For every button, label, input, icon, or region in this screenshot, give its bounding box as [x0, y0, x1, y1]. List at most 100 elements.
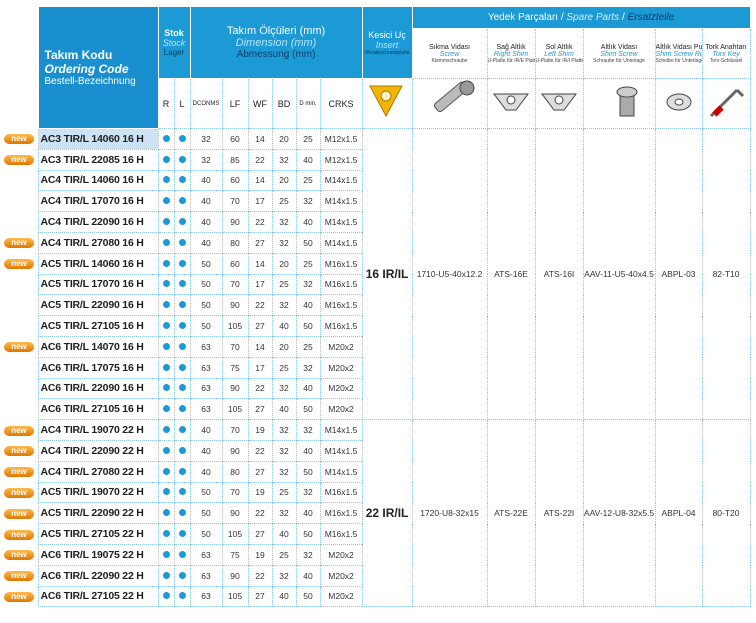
dimension-cell: 40 — [271, 585, 297, 608]
badge-cell: new — [4, 482, 38, 503]
stock-dot — [178, 280, 186, 288]
dimension-cell: 32 — [271, 564, 297, 587]
separator: / — [622, 12, 625, 23]
stock-dot — [178, 384, 186, 392]
stock-dot — [178, 134, 186, 142]
insert-cell: 16 IR/IL — [361, 127, 413, 421]
dimension-cell: 19 — [247, 419, 273, 441]
stock-dot — [178, 509, 186, 517]
spare-column-line: Shim Screw Ring — [655, 50, 702, 58]
table-row: new AC6 TIR/L 27105 22 H 63 105 27 40 50 M20x2 — [4, 585, 750, 608]
stock-cell — [173, 377, 191, 400]
stock-cell — [157, 377, 175, 400]
column-header: WF — [247, 78, 273, 129]
stock-cell — [157, 585, 175, 608]
dimension-cell: 32 — [295, 419, 321, 441]
stock-cell — [157, 211, 175, 233]
dimension-cell: 40 — [295, 294, 321, 317]
spare-column-header: Tork Anahtarı Torx Key Torx-Schlüssel — [701, 28, 751, 79]
stock-dot — [178, 301, 186, 309]
column-header: DCONMS — [189, 78, 223, 129]
table-row: AC4 TIR/L 14060 16 H 40 60 14 20 25 M14x1.5 — [4, 169, 750, 192]
stock-dot — [162, 238, 170, 246]
stock-cell — [157, 398, 175, 421]
dimension-cell: 50 — [189, 273, 223, 296]
badge-cell — [4, 399, 38, 420]
table-row: new AC4 TIR/L 27080 16 H 40 80 27 32 50 M14x1.5 — [4, 231, 750, 254]
dimension-cell: 17 — [247, 273, 273, 296]
insert-en: Insert — [375, 39, 399, 50]
dimension-cell: M12x1.5 — [319, 148, 363, 171]
stock-dot — [178, 197, 186, 205]
table-header: Takım Kodu Ordering Code Bestell-Bezeich… — [4, 6, 751, 129]
table-body: new AC3 TIR/L 14060 16 H 32 60 14 20 25 M12x1.5… — [4, 127, 751, 608]
stock-dot — [162, 322, 170, 330]
stock-dot — [178, 467, 186, 475]
dimension-cell: 40 — [295, 148, 321, 171]
dimension-cell: 40 — [189, 211, 223, 233]
stock-cell — [157, 335, 175, 358]
badge-cell: new — [4, 149, 38, 170]
dimension-cell: 90 — [221, 564, 249, 587]
dimension-cell: 20 — [271, 252, 297, 275]
spare-column-line: Sıkma Vidası — [428, 43, 471, 51]
spare-icon-cell — [582, 78, 656, 129]
dimension-cell: 50 — [295, 523, 321, 545]
ordering-code: AC6 TIR/L 17075 16 H — [37, 356, 159, 379]
stock-dot — [162, 280, 170, 288]
table-row: AC4 TIR/L 22090 16 H 40 90 22 32 40 M14x1.5 — [4, 211, 750, 233]
spare-column-line: Shim Screw — [600, 50, 638, 58]
ordering-code: AC6 TIR/L 22090 22 H — [37, 564, 159, 587]
spare-column-line: Klemmschraube — [431, 57, 468, 64]
stock-dot — [162, 405, 170, 413]
dimension-cell: 27 — [247, 585, 273, 608]
stock-dot — [178, 550, 186, 558]
dimension-cell: 32 — [295, 190, 321, 213]
column-header: LF — [221, 78, 249, 129]
stock-dot — [178, 571, 186, 579]
dimension-cell: 63 — [189, 377, 223, 400]
ordering-code: AC5 TIR/L 22090 16 H — [37, 294, 159, 317]
dimension-cell: 22 — [247, 211, 273, 233]
dimension-cell: 14 — [247, 128, 273, 150]
dimension-cell: 20 — [271, 128, 297, 150]
dimension-cell: 40 — [189, 231, 223, 254]
dimension-cell: 90 — [221, 439, 249, 462]
code-header-en: Ordering Code — [44, 62, 129, 76]
dimension-cell: 105 — [221, 523, 249, 545]
stock-cell — [157, 252, 175, 275]
spare-column-line: Schraube für Unterlage — [593, 57, 645, 64]
stock-dot — [178, 530, 186, 538]
stock-dot — [162, 592, 170, 600]
badge-cell — [4, 357, 38, 378]
dimension-cell: 22 — [247, 148, 273, 171]
icon — [493, 93, 530, 111]
stock-dot — [162, 155, 170, 163]
table-row: new AC5 TIR/L 22090 22 H 50 90 22 32 40 M16x1.5 — [4, 502, 750, 525]
stock-cell — [173, 211, 191, 233]
dimension-cell: M16x1.5 — [319, 273, 363, 296]
dimension-cell: M20x2 — [319, 377, 363, 400]
spare-part-cell: ATS-16I — [534, 127, 584, 421]
stock-cell — [173, 148, 191, 171]
stock-cell — [173, 398, 191, 421]
stock-dot — [178, 322, 186, 330]
dimension-cell: 17 — [247, 190, 273, 213]
stock-dot — [178, 426, 186, 434]
dimension-cell: 40 — [189, 169, 223, 192]
icon — [541, 93, 578, 111]
stock-tr: Stok — [164, 28, 184, 38]
spare-column-header: Sıkma Vidası Screw Klemmschraube — [411, 28, 488, 79]
stock-cell — [157, 419, 175, 441]
spare-part-cell: AAV-12-U8-32x5.5 — [582, 419, 656, 608]
dimension-cell: 32 — [271, 502, 297, 525]
spare-icon-cell — [486, 78, 536, 129]
table-row: AC5 TIR/L 27105 16 H 50 105 27 40 50 M16x1.5 — [4, 315, 750, 337]
insert-cell: 22 IR/IL — [361, 419, 413, 608]
new-badge: new — [4, 467, 34, 478]
icon — [369, 85, 403, 118]
stock-dot — [178, 218, 186, 226]
dimension-cell: M14x1.5 — [319, 231, 363, 254]
dimension-cell: 40 — [295, 377, 321, 400]
dimension-cell: 25 — [271, 481, 297, 504]
